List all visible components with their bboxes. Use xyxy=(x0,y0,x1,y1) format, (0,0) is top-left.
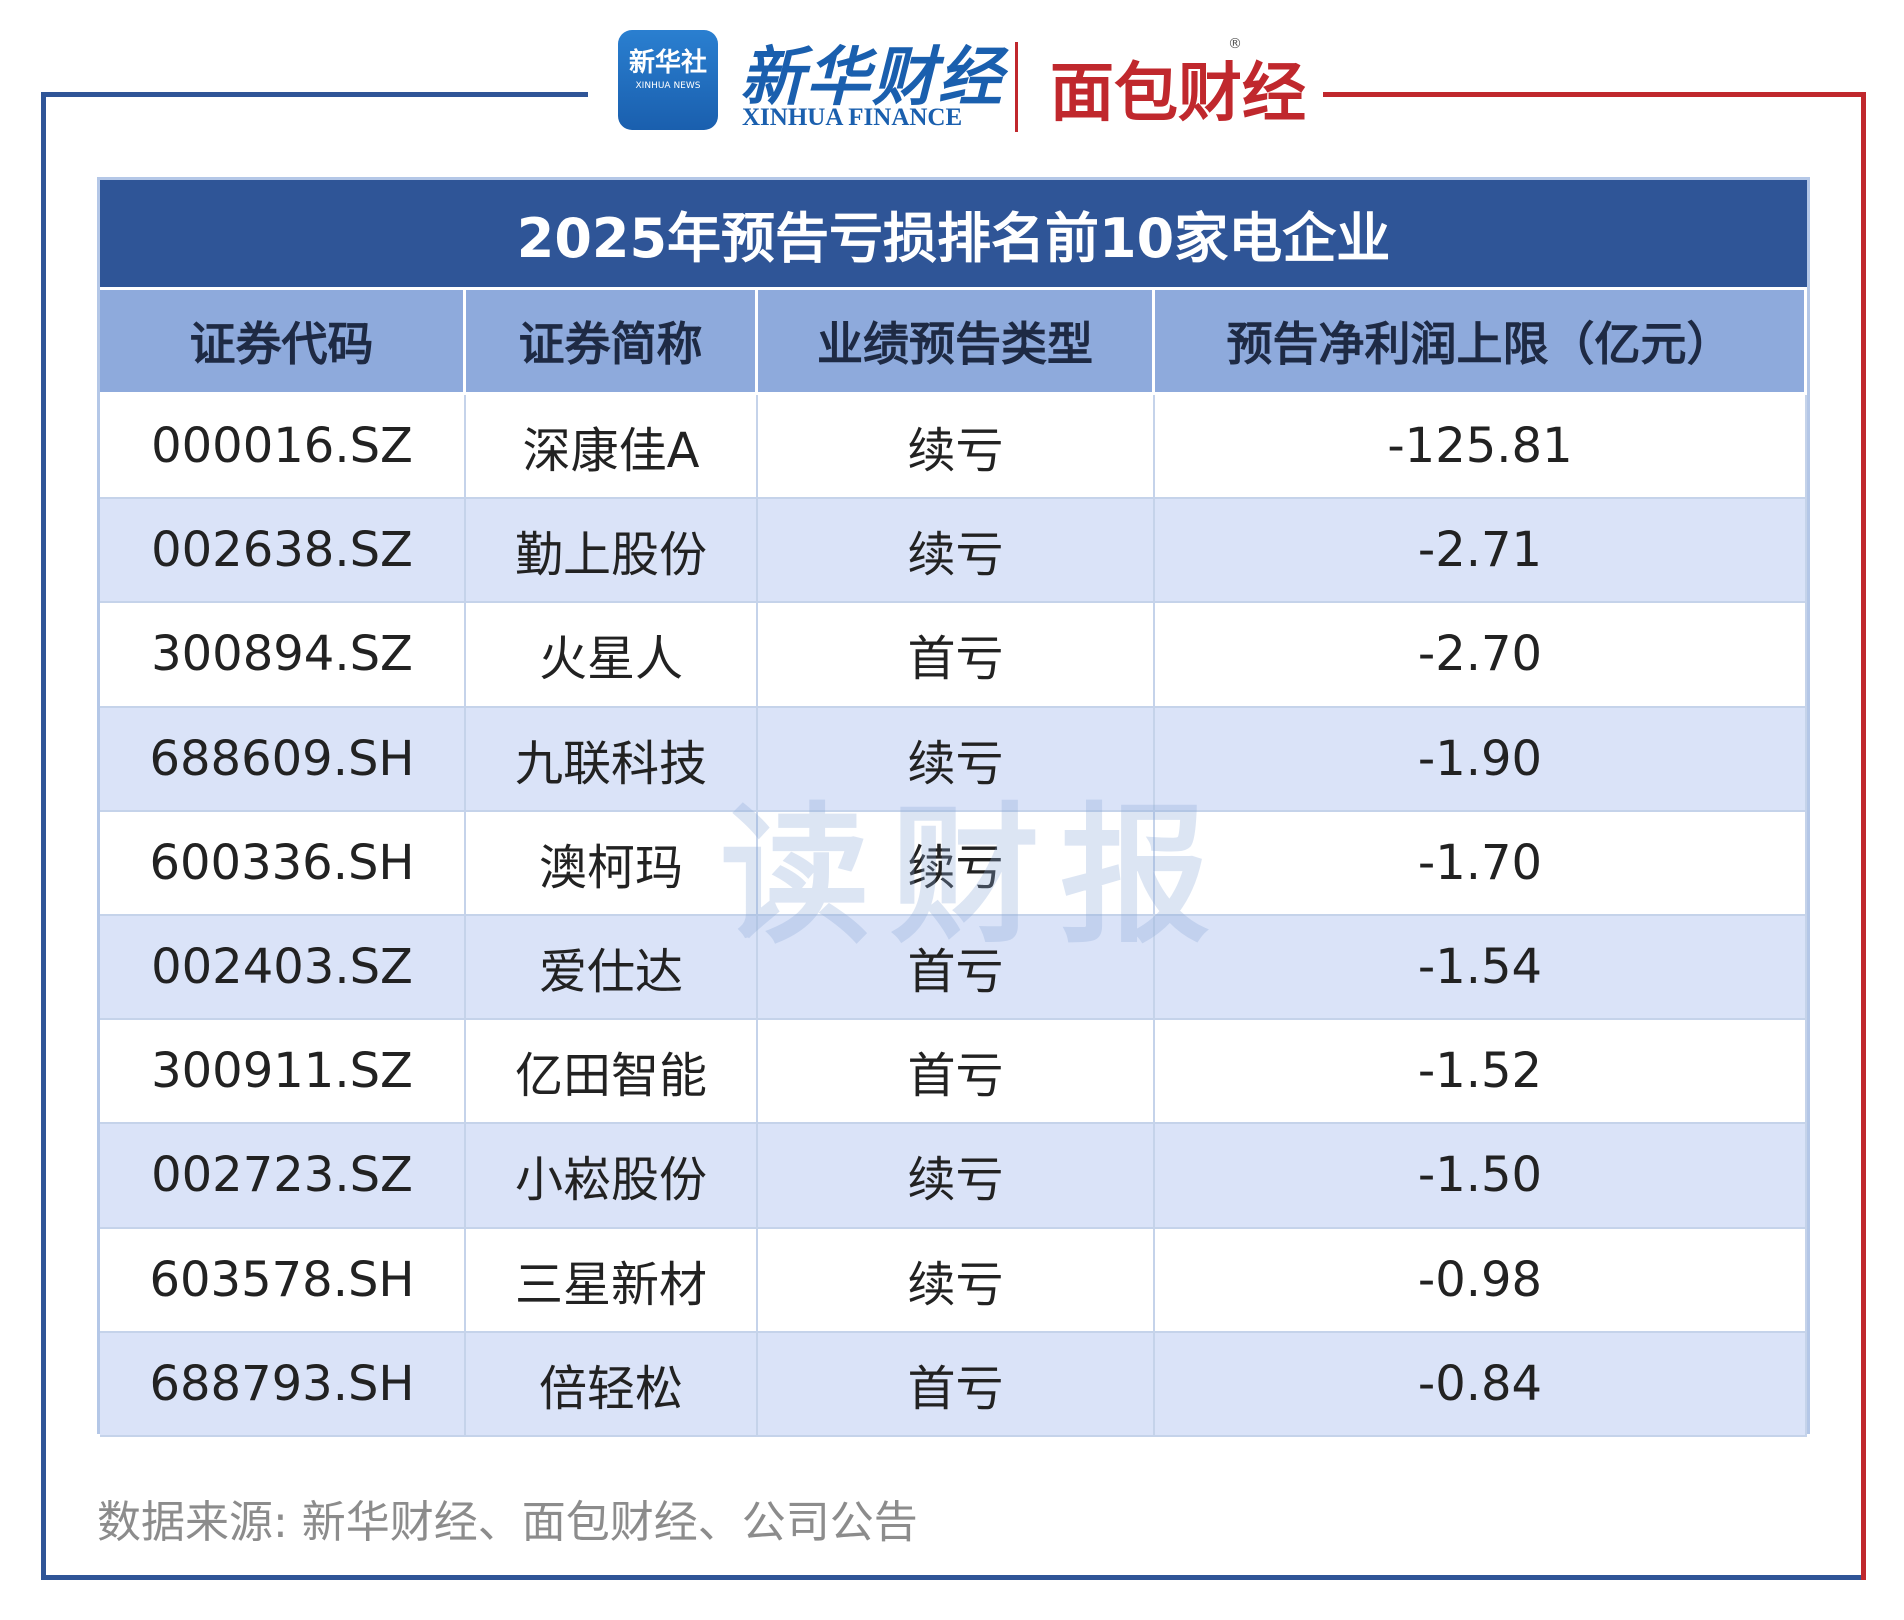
table-cell: -2.71 xyxy=(1155,499,1807,604)
xinhua-news-logo: 新华社 XINHUA NEWS xyxy=(618,30,718,130)
table: 2025年预告亏损排名前10家电企业 证券代码 证券简称 业绩预告类型 预告净利润上限… xyxy=(97,177,1810,1437)
table-cell: 深康佳A xyxy=(466,395,758,500)
footer-source: 数据来源: 新华财经、面包财经、公司公告 xyxy=(97,1497,918,1548)
table-cell: -0.98 xyxy=(1155,1228,1807,1333)
table-cell: 603578.SH xyxy=(100,1228,466,1333)
table-cell: 300911.SZ xyxy=(100,1020,466,1125)
logo-separator xyxy=(1015,42,1018,132)
frame-left xyxy=(41,92,46,1580)
table-cell: 688793.SH xyxy=(100,1332,466,1437)
registered-mark: ® xyxy=(1228,36,1242,52)
table-cell: 首亏 xyxy=(758,1332,1155,1437)
table-cell: 倍轻松 xyxy=(466,1332,758,1437)
table-cell: 续亏 xyxy=(758,707,1155,812)
xinhua-finance-logo: 新华财经 xyxy=(740,40,1004,115)
table-cell: 三星新材 xyxy=(466,1228,758,1333)
table-cell: 爱仕达 xyxy=(466,916,758,1021)
table-cell: -1.52 xyxy=(1155,1020,1807,1125)
table-cell: -1.54 xyxy=(1155,916,1807,1021)
column-header: 预告净利润上限（亿元） xyxy=(1155,290,1807,395)
table-cell: -1.90 xyxy=(1155,707,1807,812)
table-cell: 续亏 xyxy=(758,811,1155,916)
table-cell: 勤上股份 xyxy=(466,499,758,604)
column-header: 证券代码 xyxy=(100,290,466,395)
frame-top-blue xyxy=(43,92,588,97)
table-cell: 600336.SH xyxy=(100,811,466,916)
table-cell: 002403.SZ xyxy=(100,916,466,1021)
table-cell: 火星人 xyxy=(466,603,758,708)
table-cell: 续亏 xyxy=(758,1124,1155,1229)
frame-top-red xyxy=(1323,92,1866,97)
table-cell: -2.70 xyxy=(1155,603,1807,708)
column-header: 业绩预告类型 xyxy=(758,290,1155,395)
logo-text: XINHUA NEWS xyxy=(635,81,701,91)
table-cell: 首亏 xyxy=(758,916,1155,1021)
table-cell: -1.70 xyxy=(1155,811,1807,916)
frame-bottom xyxy=(41,1575,1866,1580)
table-cell: 002723.SZ xyxy=(100,1124,466,1229)
frame-right xyxy=(1861,92,1866,1580)
table-cell: 小崧股份 xyxy=(466,1124,758,1229)
table-cell: 续亏 xyxy=(758,499,1155,604)
table-cell: 续亏 xyxy=(758,1228,1155,1333)
table-cell: 澳柯玛 xyxy=(466,811,758,916)
table-cell: 688609.SH xyxy=(100,707,466,812)
mianbao-logo: 面包财经 xyxy=(1050,57,1306,131)
table-cell: 亿田智能 xyxy=(466,1020,758,1125)
table-cell: 续亏 xyxy=(758,395,1155,500)
table-cell: -125.81 xyxy=(1155,395,1807,500)
table-cell: 首亏 xyxy=(758,1020,1155,1125)
table-cell: -1.50 xyxy=(1155,1124,1807,1229)
xinhua-finance-en: XINHUA FINANCE xyxy=(742,104,963,131)
table-cell: 002638.SZ xyxy=(100,499,466,604)
table-cell: -0.84 xyxy=(1155,1332,1807,1437)
table-cell: 000016.SZ xyxy=(100,395,466,500)
table-cell: 首亏 xyxy=(758,603,1155,708)
logo-text: 新华社 xyxy=(628,48,707,78)
column-header: 证券简称 xyxy=(466,290,758,395)
table-title: 2025年预告亏损排名前10家电企业 xyxy=(100,180,1807,290)
table-cell: 300894.SZ xyxy=(100,603,466,708)
table-cell: 九联科技 xyxy=(466,707,758,812)
